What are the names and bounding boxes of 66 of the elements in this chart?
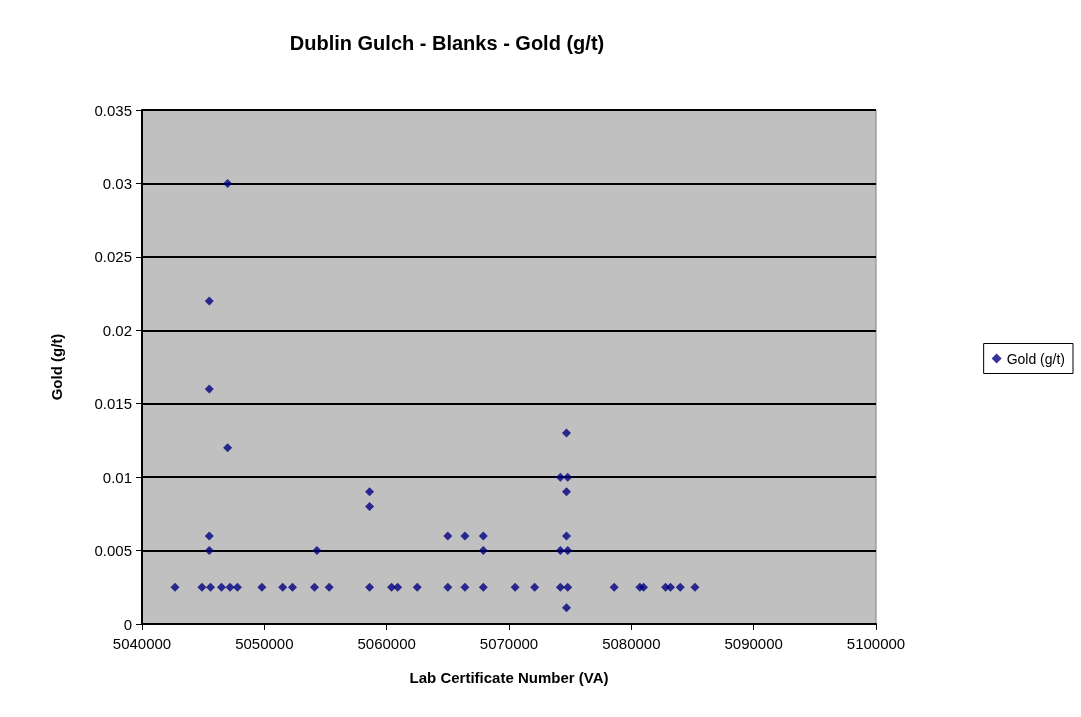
chart-title: Dublin Gulch - Blanks - Gold (g/t) <box>289 32 605 54</box>
x-tick-label: 5090000 <box>724 635 783 652</box>
point <box>412 582 422 592</box>
point <box>460 582 470 592</box>
point <box>510 582 520 592</box>
point <box>257 582 267 592</box>
point <box>563 546 573 556</box>
point <box>478 531 488 541</box>
point <box>312 546 322 556</box>
point <box>563 472 573 482</box>
point <box>443 531 453 541</box>
point <box>170 582 180 592</box>
point <box>393 582 403 592</box>
point <box>204 531 214 541</box>
x-tick-label: 5070000 <box>479 635 539 652</box>
point <box>225 582 235 592</box>
point <box>562 603 571 613</box>
point <box>563 582 573 592</box>
point <box>555 472 565 482</box>
point <box>530 582 540 592</box>
x-axis-title: Lab Certificate Number (VA) <box>409 669 609 686</box>
point <box>555 546 565 556</box>
point <box>460 531 470 541</box>
point <box>223 178 233 188</box>
point <box>309 582 319 592</box>
point <box>562 428 571 438</box>
point <box>365 582 375 592</box>
point <box>204 546 214 556</box>
point <box>197 582 207 592</box>
point <box>562 531 571 541</box>
point <box>639 582 649 592</box>
point <box>217 582 227 592</box>
y-tick-label: 0.025 <box>94 248 132 266</box>
point <box>562 487 571 497</box>
x-tick-label: 5100000 <box>846 635 906 652</box>
legend-label: Gold (g/t) <box>1006 350 1066 367</box>
y-tick-label: 0.03 <box>102 174 132 192</box>
y-tick-label: 0.005 <box>94 542 132 560</box>
point <box>609 582 619 592</box>
point <box>287 582 297 592</box>
point <box>324 582 334 592</box>
point <box>478 582 488 592</box>
point <box>223 443 233 453</box>
y-tick-label: 0.01 <box>102 468 132 486</box>
point <box>443 582 453 592</box>
point <box>365 487 375 497</box>
point <box>204 296 214 306</box>
point <box>232 582 242 592</box>
y-tick-label: 0.02 <box>102 321 132 339</box>
y-tick-label: 0 <box>123 615 132 633</box>
point <box>206 582 216 592</box>
x-tick-label: 5080000 <box>602 635 661 652</box>
point <box>278 582 288 592</box>
x-tick-label: 5050000 <box>235 635 294 652</box>
point <box>365 502 375 512</box>
point <box>555 582 565 592</box>
x-tick-label: 5060000 <box>357 635 416 652</box>
y-axis-title: Gold (g/t) <box>48 333 65 401</box>
y-tick-label: 0.035 <box>94 101 132 119</box>
point <box>690 582 700 592</box>
point <box>675 582 685 592</box>
point <box>478 546 488 556</box>
x-tick-label: 5040000 <box>112 635 172 652</box>
y-tick-label: 0.015 <box>94 395 132 413</box>
point <box>204 384 214 394</box>
point <box>665 582 675 592</box>
